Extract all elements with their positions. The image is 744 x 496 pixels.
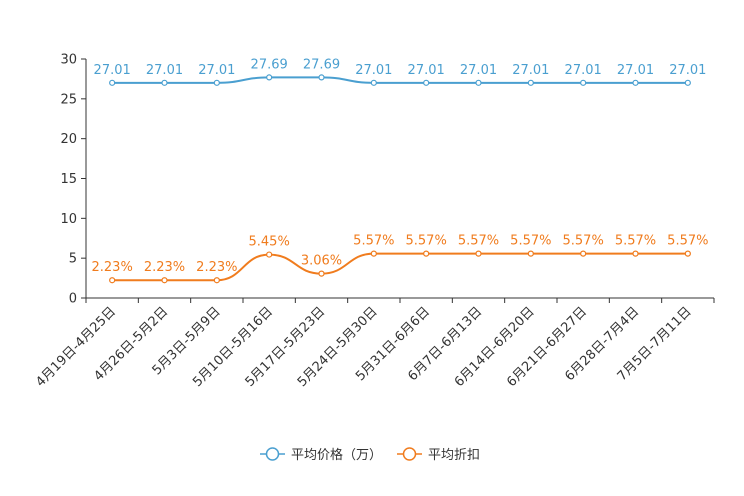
data-label: 27.01 bbox=[565, 63, 602, 78]
data-label: 5.57% bbox=[667, 234, 708, 249]
data-point[interactable] bbox=[266, 251, 273, 258]
data-point[interactable] bbox=[370, 79, 377, 86]
data-label: 3.06% bbox=[301, 254, 342, 269]
series-line bbox=[112, 76, 688, 84]
data-label: 27.01 bbox=[617, 63, 654, 78]
data-label: 27.01 bbox=[512, 63, 549, 78]
data-label: 27.69 bbox=[251, 57, 288, 72]
data-label: 5.57% bbox=[458, 234, 499, 249]
data-point[interactable] bbox=[527, 79, 534, 86]
data-point[interactable] bbox=[370, 250, 377, 257]
data-point[interactable] bbox=[423, 250, 430, 257]
data-point[interactable] bbox=[684, 250, 691, 257]
data-point[interactable] bbox=[527, 250, 534, 257]
data-point[interactable] bbox=[213, 79, 220, 86]
y-tick-label: 5 bbox=[69, 252, 77, 267]
data-point[interactable] bbox=[213, 277, 220, 284]
data-point[interactable] bbox=[161, 79, 168, 86]
data-point[interactable] bbox=[423, 79, 430, 86]
y-tick-label: 20 bbox=[60, 132, 77, 147]
y-tick-label: 0 bbox=[69, 292, 77, 307]
data-point[interactable] bbox=[109, 79, 116, 86]
data-point[interactable] bbox=[632, 79, 639, 86]
y-tick-label: 10 bbox=[60, 212, 77, 227]
data-label: 2.23% bbox=[144, 260, 185, 275]
data-point[interactable] bbox=[632, 250, 639, 257]
data-point[interactable] bbox=[475, 79, 482, 86]
data-label: 2.23% bbox=[92, 260, 133, 275]
data-label: 5.57% bbox=[353, 234, 394, 249]
legend-marker bbox=[402, 447, 417, 461]
data-point[interactable] bbox=[109, 277, 116, 284]
data-label: 27.01 bbox=[146, 63, 183, 78]
data-label: 27.01 bbox=[198, 63, 235, 78]
y-tick-label: 25 bbox=[60, 92, 77, 107]
chart-legend[interactable]: 平均价格（万） 平均折扣 bbox=[260, 447, 480, 463]
data-point[interactable] bbox=[580, 79, 587, 86]
data-point[interactable] bbox=[318, 74, 325, 81]
data-label: 5.45% bbox=[249, 235, 290, 250]
series-2: 2.23% 2.23% 2.23% 5.45% 3.06% 5.57% 5.57% 5.57%… bbox=[92, 234, 708, 284]
data-label: 2.23% bbox=[196, 260, 237, 275]
data-point[interactable] bbox=[266, 74, 273, 81]
y-tick-label: 15 bbox=[60, 172, 77, 187]
data-label: 27.01 bbox=[355, 63, 392, 78]
chart-axes: 0510152025304月19日-4月25日4月26日-5月2日5月3日-5月… bbox=[33, 53, 715, 390]
data-label: 27.01 bbox=[408, 63, 445, 78]
legend-label: 平均折扣 bbox=[428, 448, 480, 463]
y-tick-label: 30 bbox=[60, 53, 77, 68]
data-label: 27.01 bbox=[669, 63, 706, 78]
legend-label: 平均价格（万） bbox=[291, 447, 382, 463]
data-point[interactable] bbox=[318, 270, 325, 277]
legend-item-1[interactable]: 平均价格（万） bbox=[260, 447, 382, 463]
series-1: 27.01 27.01 27.01 27.69 27.69 27.01 27.01 27.01… bbox=[94, 57, 706, 86]
data-point[interactable] bbox=[684, 79, 691, 86]
data-label: 5.57% bbox=[406, 234, 447, 249]
chart-series: 27.01 27.01 27.01 27.69 27.69 27.01 27.01 27.01… bbox=[92, 57, 708, 284]
data-label: 27.01 bbox=[94, 63, 131, 78]
data-label: 5.57% bbox=[563, 234, 604, 249]
legend-marker bbox=[265, 447, 280, 461]
data-label: 27.69 bbox=[303, 57, 340, 72]
legend-item-2[interactable]: 平均折扣 bbox=[397, 447, 480, 463]
data-label: 5.57% bbox=[615, 234, 656, 249]
data-label: 5.57% bbox=[510, 234, 551, 249]
data-label: 27.01 bbox=[460, 63, 497, 78]
data-point[interactable] bbox=[475, 250, 482, 257]
data-point[interactable] bbox=[580, 250, 587, 257]
data-point[interactable] bbox=[161, 277, 168, 284]
